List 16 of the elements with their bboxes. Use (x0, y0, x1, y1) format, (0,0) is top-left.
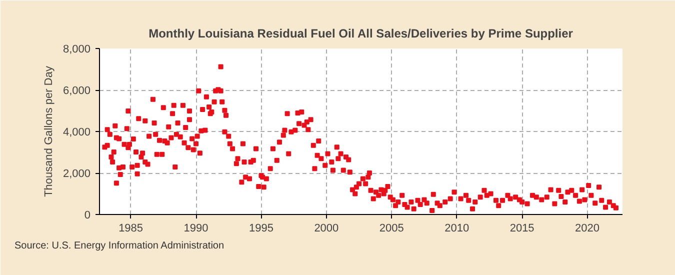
y-axis-title: Thousand Gallons per Day (42, 66, 55, 197)
x-tick-label: 2005 (379, 222, 404, 234)
x-tick-label: 1985 (118, 222, 144, 234)
x-tick-label: 1995 (248, 222, 274, 234)
y-tick-label: 0 (84, 210, 91, 222)
x-tick-label: 1990 (184, 222, 208, 234)
x-tick-label: 2010 (444, 222, 470, 234)
y-tick-label: 6,000 (62, 85, 91, 97)
y-tick-label: 8,000 (62, 44, 91, 56)
y-tick-label: 4,000 (62, 126, 91, 138)
x-tick-label: 2000 (314, 222, 339, 234)
source-note: Source: U.S. Energy Information Administration (14, 240, 224, 252)
x-tick-label: 2015 (510, 222, 534, 234)
chart-title: Monthly Louisiana Residual Fuel Oil All Sales/Deliveries by Prime Supplier (148, 26, 574, 40)
x-tick-label: 2020 (575, 222, 600, 234)
y-tick-label: 2,000 (62, 168, 91, 180)
